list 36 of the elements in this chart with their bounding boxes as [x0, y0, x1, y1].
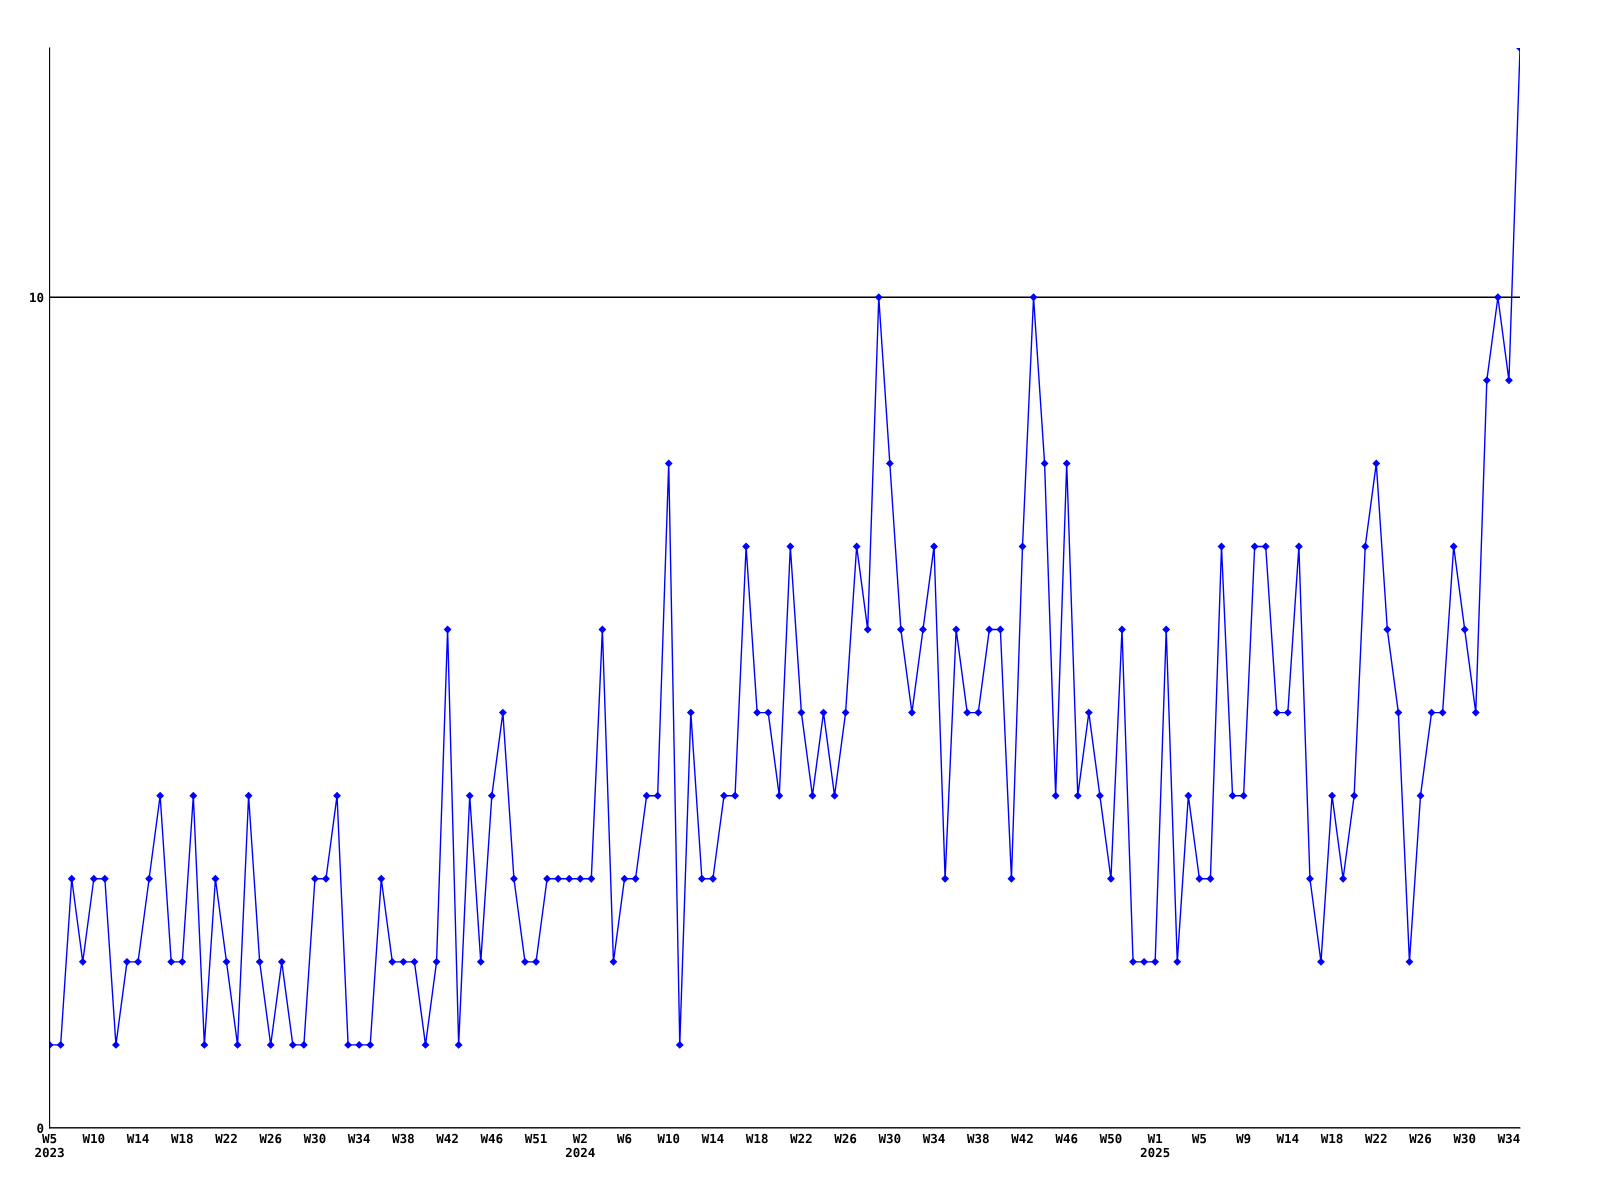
x-tick-label: W10	[82, 1133, 105, 1144]
x-tick-label: W10	[657, 1133, 680, 1144]
x-tick-label: W22	[790, 1133, 812, 1144]
x-tick-label: W26	[834, 1133, 857, 1144]
x-tick-label: W22	[215, 1133, 237, 1144]
x-tick-label: W34	[347, 1133, 370, 1144]
x-tick-label: W42	[1011, 1133, 1033, 1144]
x-tick-label: W18	[1320, 1133, 1343, 1144]
x-tick-label: W14	[126, 1133, 149, 1144]
x-tick-label: W26	[259, 1133, 282, 1144]
x-tick-label: W5	[1191, 1133, 1207, 1144]
y-tick-label: 10	[30, 292, 44, 303]
x-tick-label: W34	[922, 1133, 945, 1144]
x-tick-label: W5 2023	[35, 1133, 64, 1158]
x-tick-label: W18	[745, 1133, 768, 1144]
x-tick-label: W2 2024	[565, 1133, 595, 1158]
x-tick-label: W30	[1453, 1133, 1476, 1144]
x-tick-label: W30	[878, 1133, 901, 1144]
x-tick-label: W38	[392, 1133, 414, 1144]
x-tick-label: W30	[303, 1133, 326, 1144]
x-tick-label: W46	[1055, 1133, 1078, 1144]
x-tick-label: W46	[480, 1133, 503, 1144]
x-tick-label: W26	[1409, 1133, 1432, 1144]
y-tick-label: 0	[37, 1123, 44, 1133]
x-tick-label: W51	[524, 1133, 547, 1144]
x-tick-label: W1 2025	[1140, 1133, 1170, 1158]
x-tick-label: W34	[1497, 1133, 1520, 1144]
x-tick-label: W22	[1364, 1133, 1387, 1144]
x-tick-label: W14	[1276, 1133, 1299, 1144]
x-tick-label: W50	[1099, 1133, 1122, 1144]
x-tick-label: W14	[701, 1133, 724, 1144]
x-tick-label: W6	[616, 1133, 632, 1144]
x-tick-label: W18	[170, 1133, 193, 1144]
x-tick-label: W42	[436, 1133, 458, 1144]
x-tick-label: W9	[1236, 1133, 1251, 1144]
x-tick-label: W38	[966, 1133, 989, 1144]
